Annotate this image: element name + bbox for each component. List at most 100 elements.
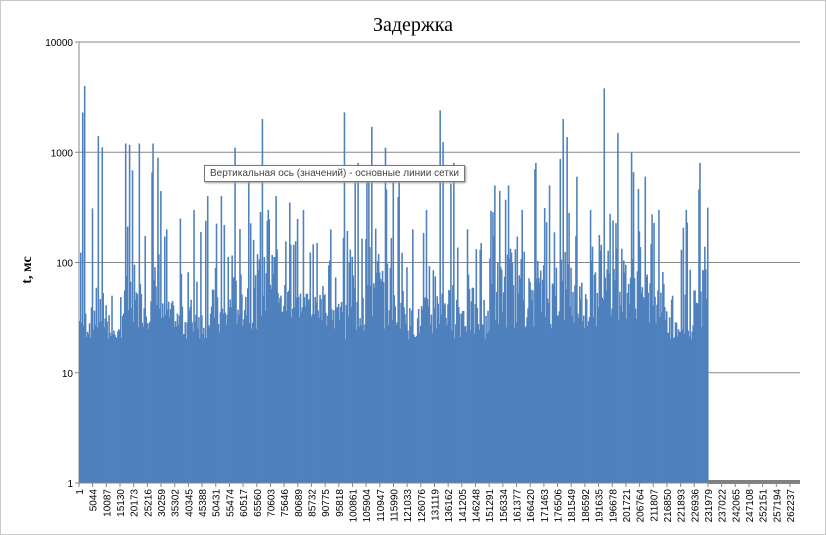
data-bar <box>159 308 161 483</box>
data-bar <box>338 320 341 483</box>
data-bar <box>320 298 322 483</box>
data-bar <box>350 306 353 483</box>
data-bar <box>389 267 392 483</box>
data-bar <box>292 244 295 483</box>
data-bar <box>441 293 443 483</box>
data-bar <box>658 209 660 483</box>
data-bar <box>512 285 515 483</box>
data-bar <box>205 338 208 483</box>
x-tick-label: 196678 <box>608 489 619 523</box>
data-bar <box>148 323 150 483</box>
data-bar <box>407 330 409 483</box>
data-bar <box>131 170 134 484</box>
data-bar <box>84 313 87 483</box>
data-bar <box>466 229 469 483</box>
data-bar <box>227 256 230 483</box>
data-bar <box>330 309 333 483</box>
data-bar <box>359 318 361 483</box>
data-bar <box>286 311 288 483</box>
data-bar <box>622 312 624 483</box>
data-bar <box>166 309 169 483</box>
data-bar <box>182 334 185 483</box>
data-bar <box>402 291 404 483</box>
data-bar <box>211 289 214 483</box>
data-bar <box>86 331 89 483</box>
data-bar <box>537 260 539 483</box>
data-bar <box>81 112 84 484</box>
data-bar <box>342 237 345 483</box>
data-bar <box>100 321 103 483</box>
data-bar <box>266 220 269 483</box>
data-bar <box>666 332 669 483</box>
data-bar <box>247 176 250 483</box>
data-bar <box>233 277 235 483</box>
data-bar <box>531 300 533 483</box>
data-bar <box>625 319 628 483</box>
data-bar <box>516 236 519 483</box>
data-bar <box>297 296 300 483</box>
data-bar <box>361 238 363 483</box>
data-bar <box>367 285 369 483</box>
data-bar <box>458 313 461 483</box>
data-bar <box>152 143 154 483</box>
data-bar <box>697 303 699 483</box>
data-bar <box>572 292 574 483</box>
data-bar <box>365 239 367 483</box>
x-tick-label: 146248 <box>472 489 483 523</box>
x-tick-label: 151291 <box>485 489 496 523</box>
data-bar <box>136 294 139 483</box>
data-bar <box>423 298 426 483</box>
data-bar <box>98 322 101 483</box>
data-bar <box>428 266 431 483</box>
data-bar <box>456 247 459 483</box>
data-bar <box>522 300 524 483</box>
data-bar <box>678 331 681 483</box>
data-bar <box>694 290 696 483</box>
data-bar <box>648 322 650 483</box>
data-bar <box>581 321 584 483</box>
data-bar <box>664 320 667 483</box>
data-bar <box>162 303 164 483</box>
data-bar <box>279 297 281 483</box>
data-bar <box>486 333 488 483</box>
data-bar <box>229 299 231 483</box>
x-tick-label: 70603 <box>266 489 277 517</box>
data-bar <box>317 310 319 483</box>
data-bar <box>169 309 172 483</box>
data-bar <box>276 249 278 483</box>
data-bar <box>617 132 619 483</box>
data-bar <box>508 258 511 483</box>
data-bar <box>203 327 205 483</box>
data-bar <box>95 287 98 483</box>
data-bar <box>696 303 698 483</box>
data-bar <box>193 209 195 483</box>
data-bar <box>436 296 439 483</box>
data-bar <box>533 326 535 483</box>
data-bar <box>228 306 231 483</box>
data-bar <box>201 315 203 483</box>
data-bar <box>683 333 686 483</box>
data-bar <box>146 323 148 483</box>
data-bar <box>170 303 173 483</box>
data-bar <box>559 158 562 483</box>
data-bar <box>403 307 405 483</box>
data-bar <box>578 317 580 483</box>
data-bar <box>156 305 158 483</box>
x-tick-label: 90775 <box>321 489 332 517</box>
data-bar <box>457 306 460 483</box>
data-bar <box>153 279 155 483</box>
x-tick-label: 262237 <box>786 489 797 523</box>
data-bar <box>553 232 556 483</box>
data-bar <box>340 301 343 483</box>
data-bar <box>307 300 310 483</box>
data-bar <box>216 297 219 483</box>
data-bar <box>331 320 334 483</box>
data-bar <box>300 312 303 483</box>
data-bar <box>525 326 527 483</box>
data-bar <box>485 315 487 483</box>
data-bar <box>650 244 652 483</box>
data-bar <box>118 329 120 483</box>
data-bar <box>419 325 422 483</box>
x-tick-label: 121033 <box>403 489 414 523</box>
